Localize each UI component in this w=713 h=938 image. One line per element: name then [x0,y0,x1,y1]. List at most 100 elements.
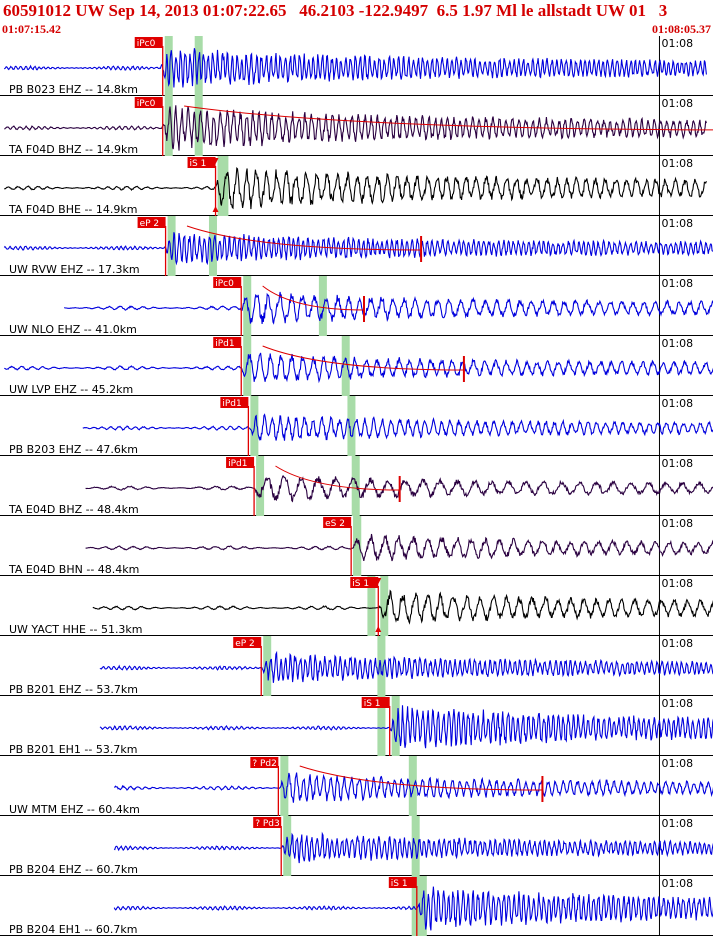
p-arrival-band [380,576,389,636]
waveform [99,650,713,683]
pick-label: iPc0 [137,99,156,109]
seismogram-plot[interactable]: 01:08 iPc0 PB B023 EHZ -- 14.8km 01:08 iPc0 T… [0,36,713,938]
station-label: PB B204 EHZ -- 60.7km [9,863,138,876]
pick-triangle [375,626,382,632]
s-arrival-band [377,696,386,756]
end-time: 01:08:05.37 [652,22,711,36]
trace-panel[interactable]: 01:08 iPd1 UW LVP EHZ -- 45.2km [0,336,713,396]
station-label: PB B023 EHZ -- 14.8km [9,83,138,96]
trace-panel[interactable]: 01:08 iPc0 TA F04D BHZ -- 14.9km [0,96,713,156]
minute-tick-label: 01:08 [661,697,693,710]
coda-curve [184,105,713,131]
pick-label-box[interactable] [323,517,352,528]
station-label: TA E04D BHN -- 48.4km [8,563,139,576]
waveform [4,105,707,151]
coda-curve [275,465,400,491]
pick-label: eS 2 [325,519,345,529]
s-arrival-band [347,396,356,456]
pick-label: eP 2 [235,639,255,649]
pick-label: iS 1 [190,159,207,169]
pick-label-box[interactable] [250,757,279,768]
trace-panel[interactable]: 01:08 eS 2 TA E04D BHN -- 48.4km [0,516,713,576]
s-arrival-band [194,36,203,96]
minute-tick-label: 01:08 [661,37,693,50]
p-arrival-band [280,756,289,816]
station-label: UW RVW EHZ -- 17.3km [9,263,140,276]
minute-tick-label: 01:08 [661,97,693,110]
trace-panel[interactable]: 01:08 iS 1 PB B204 EH1 -- 60.7km [0,876,713,936]
pick-label-box[interactable] [213,337,242,348]
pick-label-box[interactable] [233,637,262,648]
pick-label-box[interactable] [213,277,242,288]
waveform [85,475,713,503]
trace-panel[interactable]: 01:08 eP 2 PB B201 EHZ -- 53.7km [0,636,713,696]
trace-panel[interactable]: 01:08 ? Pd3 PB B204 EHZ -- 60.7km [0,816,713,876]
trace-panel[interactable]: 01:08 iPc0 PB B023 EHZ -- 14.8km [0,36,713,96]
p-arrival-band [256,456,265,516]
waveform [82,413,713,441]
waveform [85,533,713,562]
minute-tick-label: 01:08 [661,277,693,290]
pick-label: iS 1 [391,879,408,889]
pick-label: iS 1 [352,579,369,589]
minute-tick-label: 01:08 [661,217,693,230]
waveform [3,48,707,88]
s-arrival-band [408,756,417,816]
station-label: PB B203 EHZ -- 47.6km [9,443,138,456]
trace-panel[interactable]: 01:08 iPd1 PB B203 EHZ -- 47.6km [0,396,713,456]
waveform [3,232,713,266]
station-label: UW LVP EHZ -- 45.2km [9,383,133,396]
pick-label-box[interactable] [134,37,163,48]
pick-label: ? Pd3 [255,819,280,829]
pick-label-box[interactable] [253,817,282,828]
minute-tick-label: 01:08 [661,337,693,350]
pick-label: iPd1 [222,399,241,409]
pick-label: iPd1 [228,459,247,469]
station-label: TA F04D BHZ -- 14.9km [8,143,138,156]
minute-tick-label: 01:08 [661,757,693,770]
trace-panel[interactable]: 01:08 iS 1 UW YACT HHE -- 51.3km [0,576,713,636]
pick-label-box[interactable] [134,97,163,108]
station-label: TA E04D BHZ -- 48.4km [8,503,139,516]
minute-tick-label: 01:08 [661,517,693,530]
p-arrival-band [391,696,400,756]
trace-panel[interactable]: 01:08 iS 1 PB B201 EH1 -- 53.7km [0,696,713,756]
pick-label-box[interactable] [187,157,216,168]
coda-curve [262,285,364,311]
station-label: TA F04D BHE -- 14.9km [8,203,137,216]
minute-tick-label: 01:08 [661,457,693,470]
pick-label-box[interactable] [388,877,417,888]
station-label: PB B201 EH1 -- 53.7km [9,743,137,756]
pick-label: iPc0 [215,279,234,289]
waveform [64,291,713,325]
pick-label-box[interactable] [361,697,390,708]
s-arrival-band [411,876,420,936]
minute-tick-label: 01:08 [661,637,693,650]
pick-label-box[interactable] [226,457,255,468]
station-label: UW MTM EHZ -- 60.4km [9,803,140,816]
waveform [113,886,713,931]
pick-label-box[interactable] [137,217,166,228]
trace-panel[interactable]: 01:08 iPd1 TA E04D BHZ -- 48.4km [0,456,713,516]
pick-label: eP 2 [140,219,160,229]
p-arrival-band [167,216,176,276]
s-arrival-band [353,516,362,576]
p-arrival-band [418,876,427,936]
trace-panel[interactable]: 01:08 iS 1 TA F04D BHE -- 14.9km [0,156,713,216]
waveform [3,166,707,210]
coda-curve [299,765,543,791]
waveform [99,705,713,749]
coda-curve [186,225,422,251]
s-arrival-band [351,456,360,516]
trace-panel[interactable]: 01:08 iPc0 UW NLO EHZ -- 41.0km [0,276,713,336]
minute-tick-label: 01:08 [661,817,693,830]
s-arrival-band [367,576,376,636]
pick-label-box[interactable] [350,577,379,588]
trace-panel[interactable]: 01:08 ? Pd2 UW MTM EHZ -- 60.4km [0,756,713,816]
minute-tick-label: 01:08 [661,577,693,590]
pick-label-box[interactable] [220,397,249,408]
minute-tick-label: 01:08 [661,877,693,890]
trace-panel[interactable]: 01:08 eP 2 UW RVW EHZ -- 17.3km [0,216,713,276]
s-arrival-band [341,336,350,396]
p-arrival-band [164,36,173,96]
